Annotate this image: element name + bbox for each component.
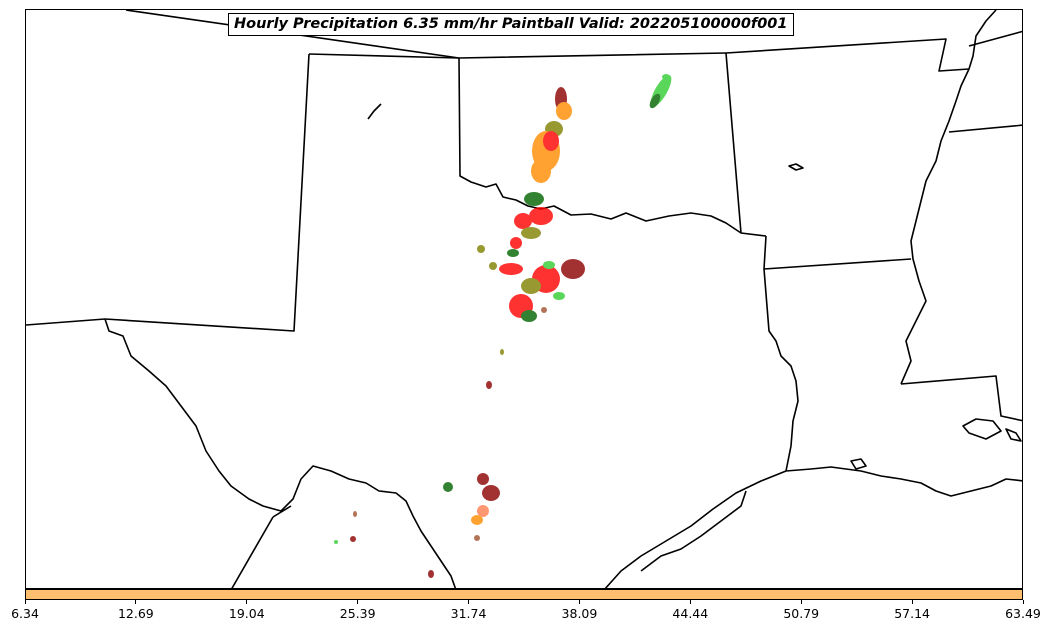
paintball-blob <box>500 349 504 355</box>
paintball-blob <box>482 485 500 501</box>
boundary-tx-west <box>104 318 457 588</box>
boundary-tx-ar <box>763 235 799 472</box>
paintball-blob <box>649 93 661 109</box>
lake-2 <box>788 163 804 171</box>
colorbar-tick <box>24 600 26 604</box>
lake-pontchartrain <box>962 418 1002 440</box>
lake-1 <box>367 103 382 120</box>
paintball-blob <box>510 237 522 249</box>
boundary-nm-co <box>26 318 106 326</box>
paintball-blob <box>521 310 537 322</box>
colorbar-tick <box>800 600 802 604</box>
paintball-blob <box>334 540 338 544</box>
colorbar-tick <box>246 600 248 604</box>
boundary-tx-nm <box>104 53 310 332</box>
paintball-blob <box>489 262 497 270</box>
colorbar-tick <box>135 600 137 604</box>
map-canvas <box>26 10 1022 588</box>
paintball-blob <box>553 292 565 300</box>
paintball-blob <box>524 192 544 206</box>
gulf-coast-inner <box>640 490 747 572</box>
colorbar-tick-label: 63.49 <box>1005 606 1041 621</box>
precipitation-paintballs <box>334 74 672 578</box>
bay-1 <box>850 458 867 470</box>
paintball-blob <box>428 570 434 578</box>
paintball-blob <box>541 307 547 313</box>
boundary-tn <box>948 124 1022 133</box>
paintball-blob <box>521 227 541 239</box>
paintball-blob <box>543 131 559 151</box>
colorbar-tick <box>911 600 913 604</box>
colorbar-tick-label: 44.44 <box>672 606 709 621</box>
boundary-ky <box>968 30 1022 47</box>
boundary-mo-ar <box>725 38 970 72</box>
boundary-la-ms <box>900 375 1022 422</box>
colorbar-tick-label: 38.09 <box>561 606 598 621</box>
paintball-blob <box>353 511 357 517</box>
paintball-blob <box>556 102 572 120</box>
gulf-coast <box>604 466 1022 588</box>
boundary-mexico-2 <box>272 505 292 518</box>
paintball-blob <box>477 505 489 517</box>
boundary-mississippi <box>900 10 997 385</box>
paintball-blob <box>474 535 480 541</box>
paintball-blob <box>486 381 492 389</box>
paintball-blob <box>477 245 485 253</box>
boundary-ok-tx <box>458 57 767 237</box>
colorbar <box>25 589 1023 600</box>
colorbar-tick-label: 6.34 <box>11 606 39 621</box>
boundary-ok-ks <box>308 52 727 59</box>
paintball-blob <box>514 213 532 229</box>
paintball-blob <box>477 473 489 485</box>
colorbar-tick <box>578 600 580 604</box>
paintball-blob <box>443 482 453 492</box>
paintball-blob <box>529 207 553 225</box>
colorbar-tick-label: 19.04 <box>228 606 265 621</box>
map-title: Hourly Precipitation 6.35 mm/hr Paintbal… <box>228 13 794 36</box>
boundary-ar-la <box>763 258 912 270</box>
paintball-blob <box>521 278 541 294</box>
paintball-blob <box>662 74 670 80</box>
bay-2 <box>1005 428 1022 442</box>
colorbar-tick-label: 50.79 <box>783 606 820 621</box>
paintball-blob <box>350 536 356 542</box>
colorbar-tick-label: 12.69 <box>117 606 154 621</box>
paintball-blob <box>507 249 519 257</box>
colorbar-tick-label: 57.14 <box>894 606 931 621</box>
colorbar-tick <box>1022 600 1024 604</box>
state-boundaries <box>26 10 1022 588</box>
map-panel <box>25 9 1023 589</box>
colorbar-tick <box>689 600 691 604</box>
paintball-blob <box>471 515 483 525</box>
boundary-mexico-1 <box>231 516 274 588</box>
paintball-blob <box>561 259 585 279</box>
paintball-blob <box>543 261 555 269</box>
paintball-blob <box>531 159 551 183</box>
colorbar-tick <box>468 600 470 604</box>
boundary-ok-ar <box>725 52 742 234</box>
paintball-blob <box>499 263 523 275</box>
colorbar-tick-label: 25.39 <box>339 606 376 621</box>
colorbar-tick-label: 31.74 <box>450 606 487 621</box>
colorbar-tick <box>357 600 359 604</box>
